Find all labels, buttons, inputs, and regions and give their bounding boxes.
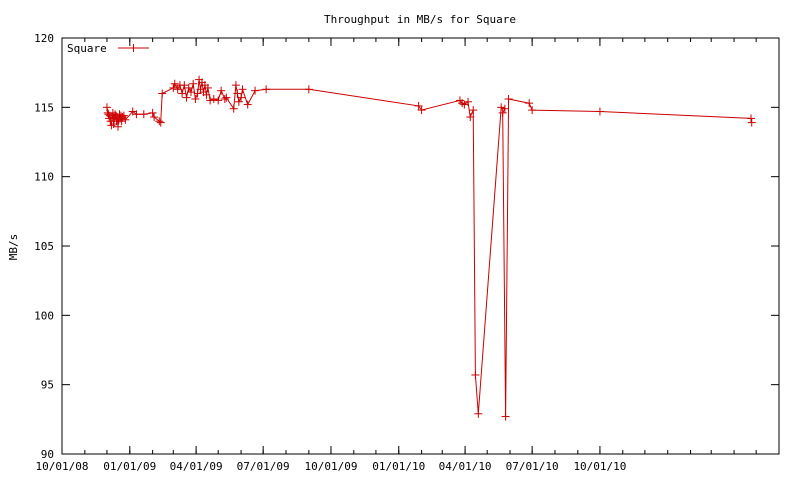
data-point [155,117,164,126]
x-tick-label: 07/01/10 [506,460,559,473]
data-point [500,104,509,113]
data-point [206,96,215,105]
data-point [471,370,480,379]
data-point [222,93,231,102]
y-tick-label: 105 [34,240,54,253]
data-point [202,90,211,99]
x-tick-label: 01/01/10 [372,460,425,473]
legend: Square [67,42,149,55]
x-tick-label: 10/01/08 [36,460,89,473]
y-axis-label: MB/s [7,234,20,261]
x-tick-label: 07/01/09 [237,460,290,473]
data-point [497,103,506,112]
data-point [243,100,252,109]
data-point [237,93,246,102]
data-point [469,106,478,115]
series-group [102,75,756,421]
y-tick-label: 90 [41,448,54,461]
data-point [217,86,226,95]
data-point [209,95,218,104]
y-tick-label: 100 [34,309,54,322]
data-point [180,81,189,90]
data-point [119,111,128,120]
y-ticks: 90 95 100 105 110 115 120 [34,32,779,461]
data-point [173,85,182,94]
y-tick-label: 110 [34,171,54,184]
data-point [150,113,159,122]
data-point [595,107,604,116]
data-point [132,110,141,119]
data-point [474,409,483,418]
data-point [117,117,126,126]
data-point [186,88,195,97]
data-point [189,79,198,88]
data-point [184,83,193,92]
data-point [114,122,123,131]
data-point [234,97,243,106]
y-tick-label: 120 [34,32,54,45]
data-point [182,93,191,102]
data-point [304,85,313,94]
data-point [501,412,510,421]
data-point [528,106,537,115]
data-point [193,89,202,98]
data-point [233,89,242,98]
data-point [139,110,148,119]
data-point [229,104,238,113]
data-point [525,99,534,108]
data-point [170,79,179,88]
x-tick-label: 10/01/09 [304,460,357,473]
data-point [262,85,271,94]
data-point [504,95,513,104]
data-point [746,114,755,123]
x-ticks: 10/01/08 01/01/09 04/01/09 07/01/09 10/01/09… [36,38,780,473]
chart-title: Throughput in MB/s for Square [324,13,516,26]
data-point [203,83,212,92]
data-point [464,97,473,106]
data-point [191,95,200,104]
data-point [169,83,178,92]
data-point [747,118,756,127]
y-tick-label: 95 [41,379,54,392]
data-point [102,103,111,112]
data-point [178,89,187,98]
plot-frame [61,37,780,455]
series-line-square [106,79,753,417]
data-point [156,118,165,127]
data-point [466,113,475,122]
x-tick-label: 04/01/09 [170,460,223,473]
data-point [220,95,229,104]
y-tick-label: 115 [34,101,54,114]
data-point [238,85,247,94]
data-point [148,108,157,117]
data-point [414,101,423,110]
data-point [231,81,240,90]
x-tick-label: 01/01/09 [103,460,156,473]
legend-label-square: Square [67,42,107,55]
data-point [498,108,507,117]
legend-marker-square [129,44,138,52]
data-point [417,106,426,115]
x-tick-label: 04/01/10 [439,460,492,473]
data-point [251,86,260,95]
data-point [158,89,167,98]
data-point [121,115,130,124]
x-tick-label: 10/01/10 [573,460,626,473]
data-point [214,96,223,105]
